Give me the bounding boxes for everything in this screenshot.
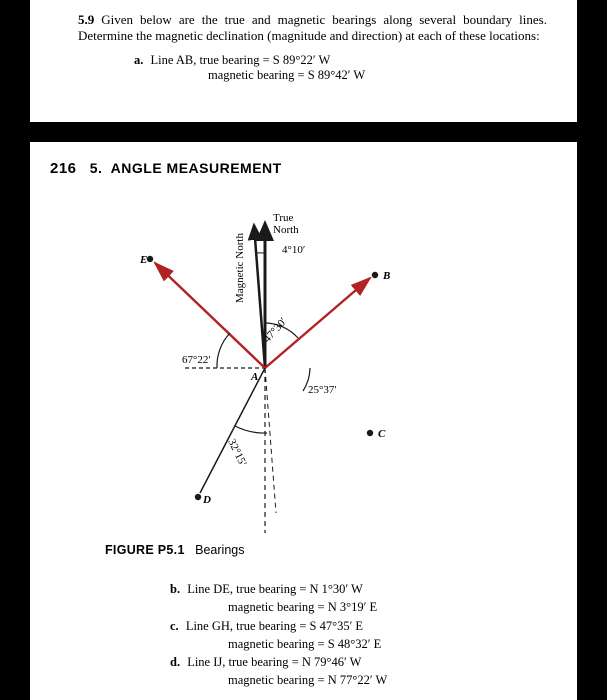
bottom-panel: 216 5. ANGLE MEASUREMENT xyxy=(30,142,577,700)
figure-caption: FIGURE P5.1 Bearings xyxy=(105,543,557,557)
item-c-label: c. xyxy=(170,619,179,633)
figure-caption-text: Bearings xyxy=(195,543,244,557)
label-true: True xyxy=(273,212,293,224)
label-ang25: 25°37′ xyxy=(308,384,337,396)
section-header: 216 5. ANGLE MEASUREMENT xyxy=(50,160,557,177)
label-ang67: 67°22′ xyxy=(182,354,211,366)
item-b: b. Line DE, true bearing = N 1°30′ W xyxy=(170,581,557,597)
item-b-line2: magnetic bearing = N 3°19′ E xyxy=(228,599,557,615)
item-c-line2: magnetic bearing = S 48°32′ E xyxy=(228,636,557,652)
chapter-number: 5. xyxy=(90,160,103,176)
item-b-line1: Line DE, true bearing = N 1°30′ W xyxy=(187,582,363,596)
label-E: E xyxy=(139,254,147,266)
label-ang32: 32°15′ xyxy=(225,437,248,468)
problem-statement: 5.9 Given below are the true and magneti… xyxy=(78,12,547,45)
item-d-label: d. xyxy=(170,655,180,669)
page-number: 216 xyxy=(50,160,77,177)
problem-number: 5.9 xyxy=(78,12,94,28)
top-panel: 5.9 Given below are the true and magneti… xyxy=(30,0,577,122)
figure-caption-label: FIGURE P5.1 xyxy=(105,543,185,557)
item-c: c. Line GH, true bearing = S 47°35′ E xyxy=(170,618,557,634)
section-title: ANGLE MEASUREMENT xyxy=(111,160,282,176)
item-a: a. Line AB, true bearing = S 89°22′ W xyxy=(134,53,547,68)
label-A: A xyxy=(250,371,258,383)
item-d-line1: Line IJ, true bearing = N 79°46′ W xyxy=(187,655,361,669)
label-D: D xyxy=(202,494,211,506)
item-d-line2: magnetic bearing = N 77°22′ W xyxy=(228,672,557,688)
items-list: b. Line DE, true bearing = N 1°30′ W mag… xyxy=(170,581,557,689)
label-declination: 4°10′ xyxy=(282,244,305,256)
bearings-diagram: True North 4°10′ Magnetic North E B C D … xyxy=(50,183,557,543)
item-a-line2: magnetic bearing = S 89°42′ W xyxy=(208,68,547,83)
item-b-label: b. xyxy=(170,582,180,596)
item-d: d. Line IJ, true bearing = N 79°46′ W xyxy=(170,654,557,670)
figure-bearings: True North 4°10′ Magnetic North E B C D … xyxy=(50,183,557,543)
label-north: North xyxy=(273,224,299,236)
item-a-line1: Line AB, true bearing = S 89°22′ W xyxy=(151,53,331,67)
label-magnetic-north: Magnetic North xyxy=(234,233,246,303)
item-c-line1: Line GH, true bearing = S 47°35′ E xyxy=(186,619,363,633)
problem-text: Given below are the true and magnetic be… xyxy=(78,12,547,43)
label-B: B xyxy=(382,270,390,282)
item-a-label: a. xyxy=(134,53,143,67)
label-C: C xyxy=(378,428,386,440)
